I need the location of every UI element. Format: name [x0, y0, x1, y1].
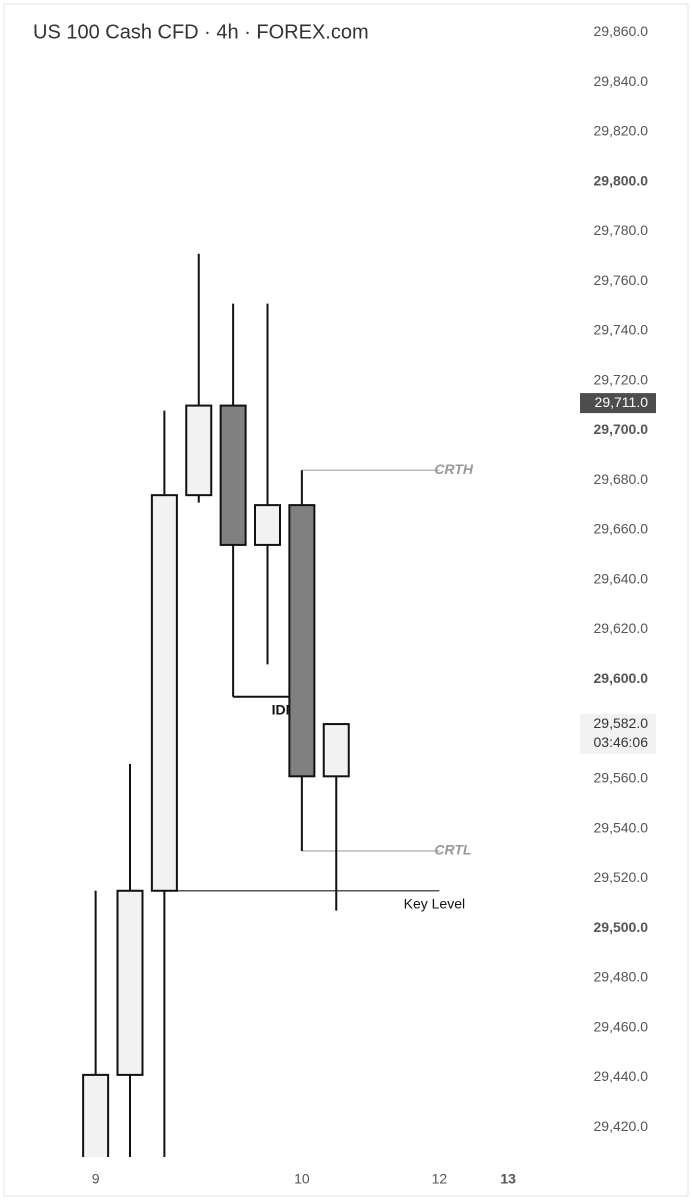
candle-body	[288, 504, 316, 778]
y-tick-label: 29,780.0	[594, 222, 649, 238]
level-label: CRTH	[434, 461, 474, 477]
candle-body	[82, 1073, 110, 1157]
candle-body	[185, 404, 213, 497]
candle-body	[116, 889, 144, 1076]
y-tick-label: 29,700.0	[594, 421, 649, 437]
y-tick-label: 29,420.0	[594, 1118, 649, 1134]
y-tick-label: 29,660.0	[594, 521, 649, 537]
price-label-box	[580, 714, 656, 755]
candle-body	[254, 504, 281, 546]
level-label: Key Level	[404, 895, 465, 911]
y-tick-label: 29,560.0	[594, 770, 649, 786]
x-tick-label: 10	[294, 1171, 310, 1187]
x-tick-label: 9	[92, 1171, 100, 1187]
y-tick-label: 29,540.0	[594, 819, 649, 835]
y-tick-label: 29,720.0	[594, 371, 649, 387]
y-tick-label: 29,440.0	[594, 1068, 649, 1084]
candle-body	[150, 494, 178, 892]
y-tick-label: 29,860.0	[594, 23, 649, 39]
y-tick-label: 29,480.0	[594, 969, 649, 985]
candle-body	[219, 404, 247, 546]
chart-title: US 100 Cash CFD · 4h · FOREX.com	[33, 21, 369, 43]
y-tick-label: 29,840.0	[594, 73, 649, 89]
x-tick-label: 13	[500, 1171, 516, 1187]
y-tick-label: 29,640.0	[594, 570, 649, 586]
y-tick-label: 29,800.0	[594, 172, 649, 188]
plot-area: IDM	[82, 253, 440, 1157]
y-tick-label: 29,760.0	[594, 272, 649, 288]
y-tick-label: 29,520.0	[594, 869, 649, 885]
y-tick-label: 29,460.0	[594, 1018, 649, 1034]
y-tick-label: 29,740.0	[594, 322, 649, 338]
y-tick-label: 29,600.0	[594, 670, 649, 686]
countdown: 03:46:06	[594, 734, 649, 750]
x-tick-label: 12	[432, 1171, 448, 1187]
price-label-box	[580, 393, 656, 414]
price-label: 29,711.0	[595, 394, 649, 410]
y-tick-label: 29,680.0	[594, 471, 649, 487]
candle-body	[322, 723, 350, 778]
y-tick-label: 29,500.0	[594, 919, 649, 935]
frame	[3, 3, 689, 1197]
price-label: 29,582.0	[594, 715, 649, 731]
y-tick-label: 29,820.0	[594, 123, 649, 139]
level-label: CRTL	[434, 842, 471, 858]
y-tick-label: 29,620.0	[594, 620, 649, 636]
